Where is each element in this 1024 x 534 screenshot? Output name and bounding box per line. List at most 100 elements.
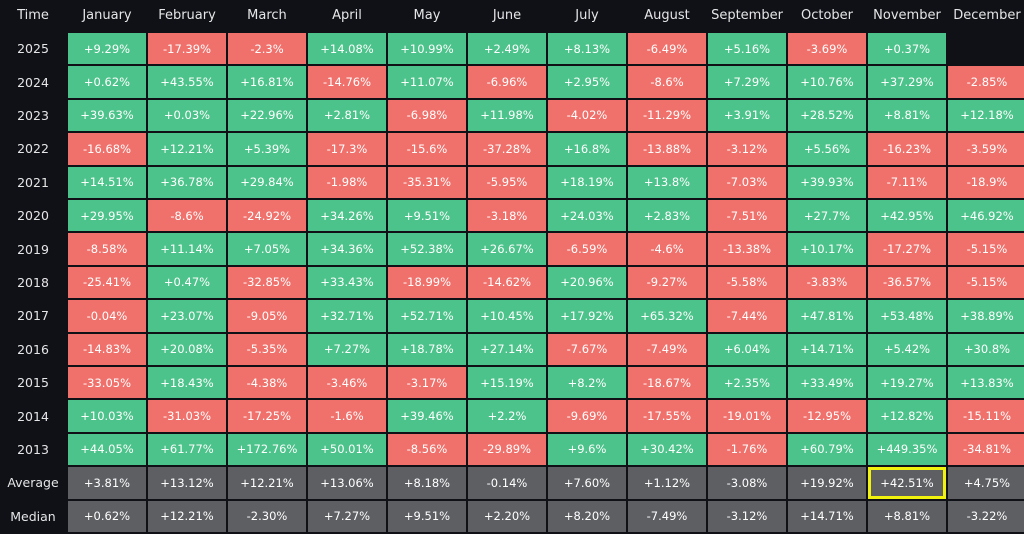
header-july: July [575,8,599,23]
heatmap-cell: +65.32% [628,300,706,332]
row-label-median: Median [10,508,56,524]
heatmap-cell: +26.67% [468,233,546,265]
header-september: September [711,8,783,23]
heatmap-cell: +5.39% [228,133,306,165]
heatmap-cell: -5.35% [228,333,306,365]
heatmap-cell: -3.59% [948,133,1024,165]
heatmap-cell: +39.63% [68,99,146,132]
heatmap-cell: +29.84% [228,166,306,198]
heatmap-cell: +60.79% [788,433,866,466]
heatmap-cell: +17.92% [548,300,626,332]
row-label-2020: 2020 [17,208,49,224]
heatmap-cell: -4.38% [228,366,306,399]
heatmap-cell: +12.82% [868,400,946,432]
header-may: May [413,8,441,23]
heatmap-cell: +14.08% [308,33,386,65]
summary-cell: +9.51% [388,500,466,532]
header-time: Time [17,8,49,23]
heatmap-cell: +27.7% [788,199,866,232]
heatmap-cell: -12.95% [788,400,866,432]
heatmap-cell: +36.78% [148,166,226,198]
heatmap-cell: -29.89% [468,433,546,466]
heatmap-cell: +18.43% [148,366,226,399]
heatmap-cell: -14.76% [308,66,386,98]
heatmap-cell: +37.29% [868,66,946,98]
summary-cell: +12.21% [148,500,226,532]
heatmap-cell: +14.71% [788,333,866,365]
row-label-2021: 2021 [17,174,49,190]
heatmap-cell: -3.83% [788,266,866,299]
heatmap-cell: +2.49% [468,33,546,65]
heatmap-cell: +19.27% [868,366,946,399]
heatmap-cell: -36.57% [868,266,946,299]
heatmap-cell: -7.03% [708,166,786,198]
heatmap-cell: -24.92% [228,199,306,232]
heatmap-cell: -31.03% [148,400,226,432]
row-label-2015: 2015 [17,375,49,391]
summary-cell: +2.20% [468,500,546,532]
summary-cell: +8.18% [388,467,466,499]
heatmap-cell: +2.83% [628,199,706,232]
heatmap-cell: -14.83% [68,333,146,365]
heatmap-cell: -35.31% [388,166,466,198]
heatmap-cell: -6.98% [388,99,466,132]
heatmap-cell: -0.04% [68,300,146,332]
header-february: February [158,8,216,23]
heatmap-cell: +43.55% [148,66,226,98]
summary-cell: +7.60% [548,467,626,499]
heatmap-cell: +7.05% [228,233,306,265]
heatmap-cell: -1.98% [308,166,386,198]
heatmap-cell: +2.81% [308,99,386,132]
heatmap-cell: -7.44% [708,300,786,332]
heatmap-cell: +46.92% [948,199,1024,232]
heatmap-cell: -3.18% [468,199,546,232]
heatmap-cell: -7.11% [868,166,946,198]
heatmap-cell: -19.01% [708,400,786,432]
summary-cell: -3.22% [948,500,1024,532]
heatmap-cell: -33.05% [68,366,146,399]
heatmap-cell: +14.51% [68,166,146,198]
heatmap-cell: +34.36% [308,233,386,265]
heatmap-cell: +27.14% [468,333,546,365]
header-june: June [492,8,522,23]
heatmap-cell: +6.04% [708,333,786,365]
heatmap-cell: -17.39% [148,33,226,65]
summary-cell: +8.81% [868,500,946,532]
header-october: October [800,8,854,23]
heatmap-cell: +33.43% [308,266,386,299]
heatmap-cell: +8.2% [548,366,626,399]
summary-cell: -3.08% [708,467,786,499]
heatmap-cell: -25.41% [68,266,146,299]
heatmap-cell: +52.38% [388,233,466,265]
heatmap-cell: +18.19% [548,166,626,198]
heatmap-cell: +2.95% [548,66,626,98]
heatmap-cell: -5.95% [468,166,546,198]
heatmap-cell: +10.76% [788,66,866,98]
row-label-2014: 2014 [17,408,49,424]
heatmap-cell: +39.46% [388,400,466,432]
heatmap-cell: -4.02% [548,99,626,132]
heatmap-cell: -13.88% [628,133,706,165]
heatmap-cell: +30.42% [628,433,706,466]
heatmap-cell: -13.38% [708,233,786,265]
summary-cell: +14.71% [788,500,866,532]
heatmap-cell: -34.81% [948,433,1024,466]
heatmap-cell: +8.81% [868,99,946,132]
heatmap-cell: -6.96% [468,66,546,98]
heatmap-cell: -8.6% [628,66,706,98]
heatmap-cell: +23.07% [148,300,226,332]
summary-cell: -2.30% [228,500,306,532]
heatmap-cell: +2.2% [468,400,546,432]
heatmap-cell: +22.96% [228,99,306,132]
heatmap-cell: +11.07% [388,66,466,98]
heatmap-cell: +10.17% [788,233,866,265]
summary-cell: -3.12% [708,500,786,532]
heatmap-cell: +5.16% [708,33,786,65]
heatmap-cell: -9.05% [228,300,306,332]
heatmap-cell: +39.93% [788,166,866,198]
heatmap-cell: +5.42% [868,333,946,365]
heatmap-cell: -3.12% [708,133,786,165]
heatmap-cell: -37.28% [468,133,546,165]
heatmap-cell: -7.67% [548,333,626,365]
